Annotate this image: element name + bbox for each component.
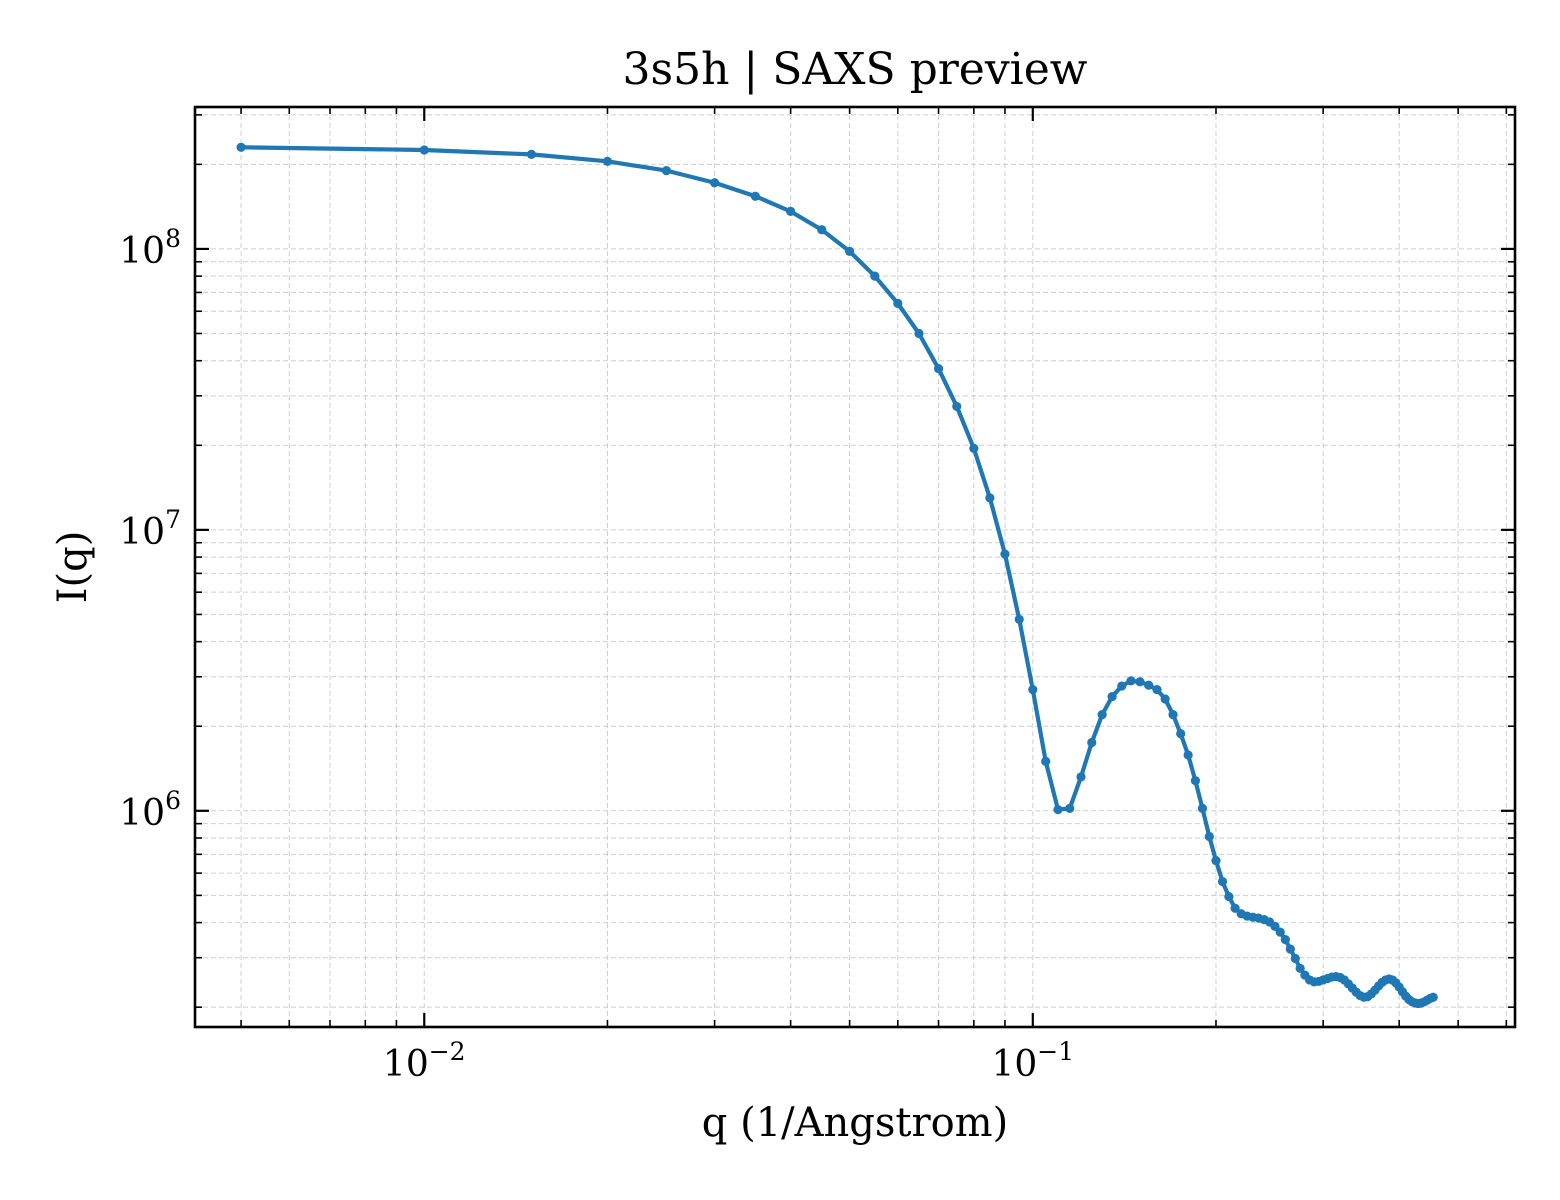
data-point: [1217, 876, 1228, 887]
data-point: [1126, 676, 1136, 686]
data-point: [1135, 677, 1145, 687]
data-point: [1152, 685, 1162, 695]
x-tick-label: 10−1: [991, 1037, 1074, 1085]
y-tick-label: 107: [119, 505, 181, 553]
data-point: [1230, 903, 1240, 913]
data-point: [1428, 992, 1438, 1002]
data-point: [1107, 691, 1117, 702]
data-point: [1168, 710, 1178, 720]
data-point: [786, 206, 796, 216]
data-point: [933, 363, 944, 374]
data-point: [817, 225, 827, 235]
data-point: [893, 298, 903, 308]
chart-title: 3s5h | SAXS preview: [623, 44, 1088, 95]
data-point: [1053, 804, 1063, 815]
data-point: [1224, 892, 1234, 902]
data-point: [914, 328, 924, 339]
data-point: [1183, 750, 1193, 760]
data-point: [1295, 963, 1305, 973]
y-tick-label: 106: [119, 786, 181, 834]
data-point: [1097, 710, 1107, 720]
data-point: [1280, 934, 1290, 945]
data-point: [1204, 831, 1214, 842]
data-point: [750, 191, 760, 201]
data-point: [1076, 772, 1086, 782]
data-point: [1160, 694, 1170, 704]
data-point: [1190, 776, 1200, 786]
data-point: [1197, 803, 1208, 813]
grid: [195, 107, 1515, 1027]
data-point: [969, 443, 979, 453]
data-point: [985, 493, 995, 503]
x-axis-label: q (1/Angstrom): [702, 1100, 1008, 1146]
data-point: [1176, 729, 1186, 739]
y-tick-label: 108: [119, 224, 181, 272]
data-point: [1087, 737, 1097, 748]
data-series: [236, 142, 1438, 1009]
data-point: [1211, 855, 1221, 866]
data-point: [710, 178, 720, 188]
tick-labels: 10−2 10−1 106 107 108: [119, 224, 1074, 1085]
plot-frame: [193, 105, 1517, 1029]
data-point: [1117, 681, 1127, 691]
data-point: [1275, 927, 1285, 937]
data-point: [1144, 680, 1154, 690]
data-point: [419, 145, 429, 155]
x-tick-label: 10−2: [383, 1037, 466, 1085]
data-point: [602, 156, 613, 166]
axis-ticks: [195, 107, 1515, 1027]
data-point: [1028, 685, 1038, 695]
data-point: [236, 142, 246, 152]
data-point: [1000, 549, 1010, 559]
data-point: [526, 149, 537, 159]
data-point: [952, 401, 962, 412]
data-point: [1014, 614, 1024, 625]
data-point: [1290, 953, 1300, 964]
data-point: [1065, 803, 1075, 813]
data-point: [845, 246, 855, 256]
data-point: [870, 271, 880, 281]
y-axis-label: I(q): [50, 531, 96, 604]
data-point: [661, 166, 672, 176]
data-point: [1285, 944, 1295, 954]
data-point: [1041, 756, 1051, 766]
